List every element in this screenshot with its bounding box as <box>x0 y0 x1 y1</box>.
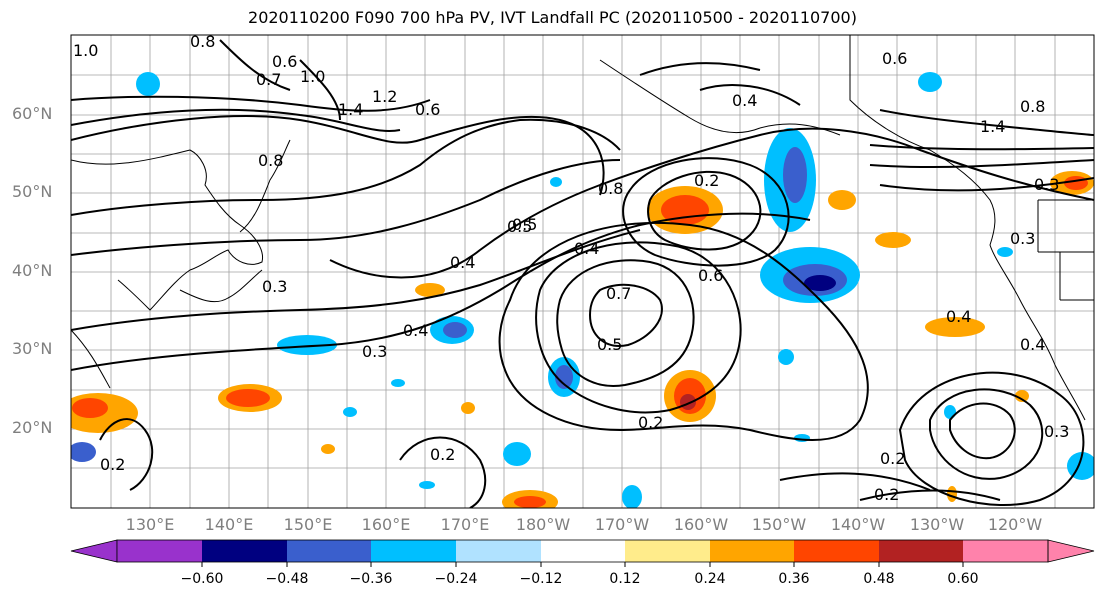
contour-label: 1.0 <box>300 67 325 86</box>
contour-label: 0.5 <box>507 217 532 236</box>
contour-label: 1.4 <box>980 117 1005 136</box>
contour-label: 0.3 <box>1034 175 1059 194</box>
contour-label: 0.3 <box>1010 229 1035 248</box>
contour-label: 0.4 <box>946 307 971 326</box>
contour-label: 0.2 <box>100 455 125 474</box>
colorbar-tick-label: −0.60 <box>180 571 224 587</box>
contour-label: 0.3 <box>262 277 287 296</box>
contour-label: 0.4 <box>574 239 599 258</box>
colorbar-tick-label: 0.48 <box>863 571 895 587</box>
colorbar <box>70 539 1095 567</box>
contour-label: 0.4 <box>450 253 475 272</box>
contour-label: 1.0 <box>73 41 98 60</box>
pv-contours <box>71 39 1094 508</box>
contour-label: 0.5 <box>512 215 537 234</box>
plot-frame <box>70 34 1095 509</box>
lat-label-30n: 30°N <box>12 339 53 358</box>
lon-label: 120°W <box>987 515 1043 534</box>
contour-label: 0.2 <box>880 449 905 468</box>
contour-label: 0.8 <box>190 32 215 51</box>
lon-label: 160°W <box>673 515 729 534</box>
contour-label: 0.7 <box>606 284 631 303</box>
contour-label: 0.4 <box>1020 335 1045 354</box>
colorbar-tick-label: −0.24 <box>434 571 478 587</box>
colorbar-tick-label: −0.12 <box>519 571 563 587</box>
contour-label: 0.2 <box>694 171 719 190</box>
contour-label: 0.4 <box>732 91 757 110</box>
colorbar-tick-label: −0.36 <box>349 571 393 587</box>
lon-label: 140°W <box>830 515 886 534</box>
lon-label: 170°E <box>440 515 490 534</box>
contour-label: 0.2 <box>430 445 455 464</box>
contour-label: 0.2 <box>874 485 899 504</box>
contour-label: 1.4 <box>338 100 363 119</box>
map-title: 2020110200 F090 700 hPa PV, IVT Landfall… <box>248 8 857 27</box>
contour-label: 0.2 <box>638 413 663 432</box>
contour-label: 0.8 <box>1020 97 1045 116</box>
lon-label: 160°E <box>361 515 411 534</box>
lat-label-60n: 60°N <box>12 104 53 123</box>
contour-label: 0.4 <box>403 321 428 340</box>
lon-label: 140°E <box>204 515 254 534</box>
colorbar-tick-label: 0.36 <box>778 571 810 587</box>
colorbar-tick-label: 0.60 <box>947 571 979 587</box>
contour-labels: 1.0 0.8 0.6 0.7 1.0 1.4 1.2 0.6 0.8 0.5 … <box>73 32 1069 504</box>
lon-label: 180°W <box>515 515 571 534</box>
contour-label: 0.6 <box>272 52 297 71</box>
lat-label-20n: 20°N <box>12 418 53 437</box>
contour-label: 0.3 <box>1044 422 1069 441</box>
coastlines <box>71 35 1094 421</box>
lon-label: 130°W <box>909 515 965 534</box>
contour-label: 0.6 <box>698 266 723 285</box>
colorbar-tick-label: 0.24 <box>694 571 726 587</box>
lon-label: 150°W <box>751 515 807 534</box>
contour-label: 0.7 <box>256 70 281 89</box>
colorbar-tick-label: −0.48 <box>265 571 309 587</box>
contour-label: 1.2 <box>372 87 397 106</box>
lon-label: 170°W <box>594 515 650 534</box>
lat-label-40n: 40°N <box>12 261 53 280</box>
lon-label: 150°E <box>283 515 333 534</box>
contour-label: 0.6 <box>415 100 440 119</box>
lat-label-50n: 50°N <box>12 182 53 201</box>
contour-label: 0.8 <box>258 151 283 170</box>
contour-label: 0.5 <box>597 335 622 354</box>
contour-label: 0.3 <box>362 342 387 361</box>
contour-label: 0.6 <box>882 49 907 68</box>
map-plot-area: 1.0 0.8 0.6 0.7 1.0 1.4 1.2 0.6 0.8 0.5 … <box>71 32 1094 508</box>
lon-label: 130°E <box>125 515 175 534</box>
contour-label: 0.8 <box>598 179 623 198</box>
colorbar-tick-label: 0.12 <box>609 571 641 587</box>
